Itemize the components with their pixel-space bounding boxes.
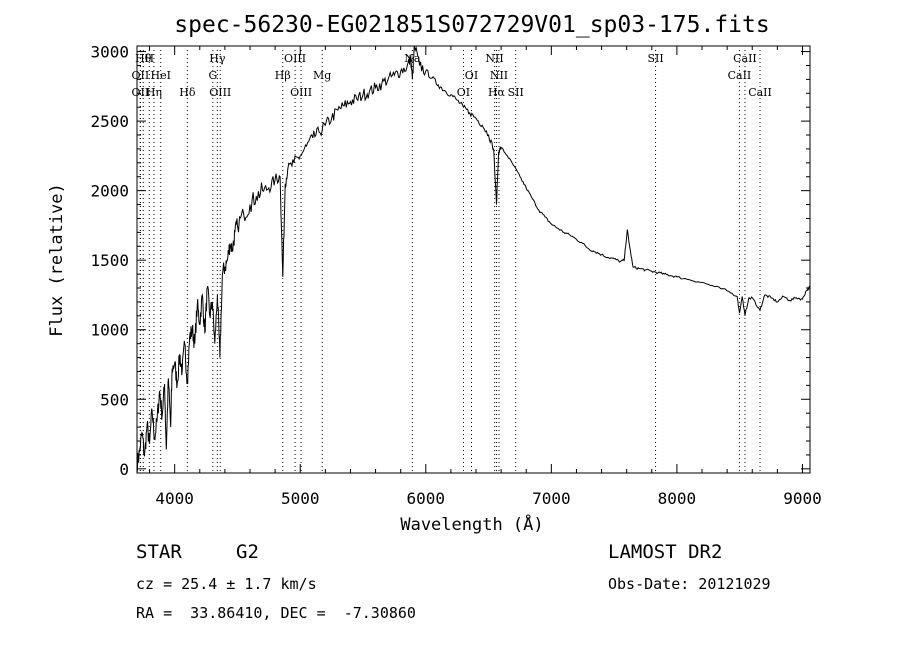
marker-label: G — [208, 69, 217, 82]
x-tick-label: 8000 — [658, 489, 697, 508]
marker-label: OII — [132, 69, 150, 82]
marker-label: OI — [465, 69, 478, 82]
marker-label: OIII — [209, 86, 231, 99]
marker-label: Hθ — [135, 52, 152, 65]
object-type: STAR — [136, 541, 182, 563]
marker-label: OII — [132, 86, 150, 99]
spectrum-series — [136, 45, 811, 472]
marker-label: NII — [485, 52, 503, 65]
marker-label: HeI — [151, 69, 171, 82]
marker-label: SII — [508, 86, 524, 99]
y-tick-label: 1500 — [90, 251, 129, 270]
marker-label: CaII — [748, 86, 772, 99]
marker-label: OIII — [284, 52, 306, 65]
marker-label: Hγ — [209, 52, 226, 65]
y-tick-label: 0 — [119, 460, 129, 479]
y-tick-label: 2500 — [90, 112, 129, 131]
y-tick-label: 1000 — [90, 321, 129, 340]
marker-label: OIII — [290, 86, 312, 99]
marker-label: CaII — [728, 69, 752, 82]
plot-frame — [136, 45, 811, 474]
marker-label: SII — [647, 52, 663, 65]
marker-label: Hβ — [275, 69, 291, 82]
x-tick-label: 6000 — [407, 489, 446, 508]
obs-date: Obs-Date: 20121029 — [608, 575, 771, 593]
redshift-value: cz = 25.4 ± 1.7 km/s — [136, 575, 317, 593]
x-tick-label: 4000 — [155, 489, 194, 508]
object-subclass: G2 — [236, 541, 259, 563]
x-axis-label: Wavelength (Å) — [400, 513, 543, 535]
y-axis-label: Flux (relative) — [47, 183, 67, 337]
marker-label: CaII — [733, 52, 757, 65]
y-tick-label: 2000 — [90, 182, 129, 201]
marker-label: H — [145, 52, 155, 65]
x-tick-label: 5000 — [281, 489, 320, 508]
spectrum-line — [136, 45, 811, 472]
x-tick-label: 9000 — [783, 489, 822, 508]
axis-ticks: 4000 5000 6000 7000 8000 9000 0 500 1000 1500 2000… — [90, 43, 821, 508]
y-tick-label: 500 — [100, 390, 129, 409]
survey-name: LAMOST DR2 — [608, 541, 723, 563]
marker-label: Hα — [488, 86, 506, 99]
y-tick-label: 3000 — [90, 43, 129, 62]
coordinates: RA = 33.86410, DEC = -7.30860 — [136, 604, 416, 622]
marker-label: OI — [457, 86, 470, 99]
marker-label: Hη — [146, 86, 162, 99]
chart-title: spec-56230-EG021851S072729V01_sp03-175.f… — [174, 12, 769, 38]
marker-label: Mg — [313, 69, 331, 82]
marker-label: NII — [490, 69, 508, 82]
marker-label: Hδ — [179, 86, 196, 99]
x-tick-label: 7000 — [532, 489, 571, 508]
